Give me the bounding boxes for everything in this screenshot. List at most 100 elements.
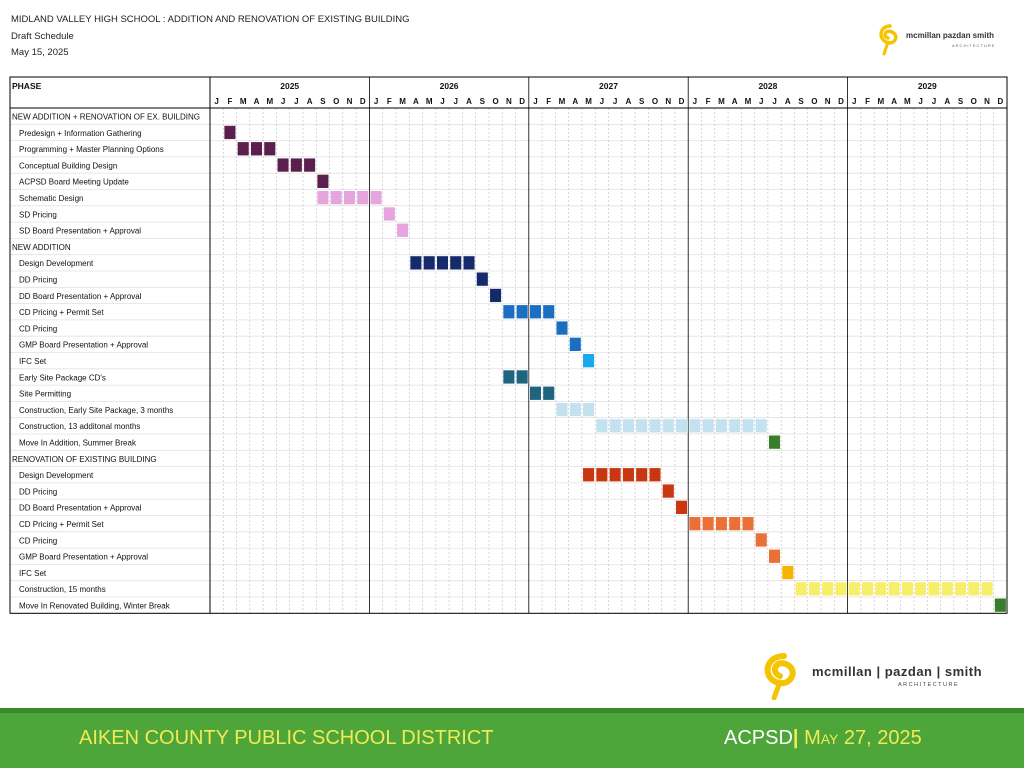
month-label: J [932, 97, 936, 106]
month-label: F [865, 97, 870, 106]
gantt-bar-cell [542, 304, 555, 319]
task-label: Move In Renovated Building, Winter Break [19, 602, 171, 611]
gantt-bar-cell [980, 581, 994, 597]
gantt-bar-cell [808, 581, 821, 597]
gantt-bar-cell [608, 418, 622, 434]
gantt-bar-cell [396, 223, 409, 238]
gantt-bar-cell [635, 467, 648, 482]
gantt-bar-cell [356, 190, 369, 205]
gantt-bar-cell [383, 206, 396, 222]
task-label: Design Development [19, 259, 94, 268]
task-label: Construction, Early Site Package, 3 mont… [19, 406, 173, 415]
task-label: DD Pricing [19, 276, 57, 285]
year-label: 2025 [280, 81, 299, 91]
gantt-bar-cell [276, 157, 290, 173]
month-label: S [639, 97, 645, 106]
month-label: M [718, 97, 725, 106]
gantt-bar-cell [755, 532, 768, 548]
section-label: NEW ADDITION + RENOVATION OF EX. BUILDIN… [12, 113, 200, 122]
phase-header: PHASE [12, 81, 42, 91]
gantt-bar-cell [848, 581, 861, 597]
footer-org: ACPSD [724, 727, 793, 749]
gantt-bar-cell [303, 157, 316, 173]
gantt-bar-cell [927, 581, 941, 597]
gantt-bar-cell [608, 467, 622, 482]
year-label: 2028 [758, 81, 777, 91]
task-label: IFC Set [19, 357, 47, 366]
task-label: IFC Set [19, 569, 47, 578]
month-label: M [399, 97, 406, 106]
task-label: Early Site Package CD's [19, 373, 106, 382]
gantt-bar-cell [502, 369, 516, 385]
task-label: SD Board Presentation + Approval [19, 227, 141, 236]
page-title: MIDLAND VALLEY HIGH SCHOOL : ADDITION AN… [11, 14, 410, 25]
gantt-bar-cell [914, 581, 927, 597]
gantt-bar-cell [675, 418, 688, 434]
task-label: Schematic Design [19, 194, 83, 203]
month-label: J [600, 97, 604, 106]
gantt-bar-cell [954, 581, 967, 597]
gantt-bar-cell [316, 174, 330, 189]
gantt-bar-cell [941, 581, 954, 597]
month-label: J [852, 97, 856, 106]
task-label: GMP Board Presentation + Approval [19, 553, 148, 562]
month-label: O [971, 97, 977, 106]
month-label: D [360, 97, 366, 106]
page-date: May 15, 2025 [11, 47, 69, 58]
month-label: J [918, 97, 922, 106]
month-label: S [798, 97, 804, 106]
month-label: N [506, 97, 512, 106]
month-label: J [281, 97, 285, 106]
gantt-bar-cell [701, 516, 715, 531]
gantt-bar-cell [768, 548, 781, 564]
gantt-bar-cell [887, 581, 901, 597]
month-label: D [519, 97, 525, 106]
logo-name: mcmillan pazdan smith [906, 31, 995, 40]
month-label: M [266, 97, 273, 106]
month-label: N [984, 97, 990, 106]
task-label: Construction, 15 months [19, 585, 106, 594]
task-label: Move In Addition, Summer Break [19, 439, 137, 448]
gantt-bar-cell [755, 418, 768, 434]
month-label: M [240, 97, 247, 106]
month-label: J [214, 97, 218, 106]
gantt-bar-cell [874, 581, 887, 597]
gantt-bar-cell [715, 418, 728, 434]
month-label: A [732, 97, 738, 106]
gantt-bar-cell [675, 500, 688, 515]
gantt-bar-cell [994, 597, 1007, 613]
month-label: M [904, 97, 911, 106]
gantt-bar-cell [595, 467, 608, 482]
gantt-bar-cell [369, 190, 383, 205]
gantt-bar-cell [741, 418, 755, 434]
gantt-bar-cell [502, 304, 516, 319]
gantt-bar-cell [648, 418, 662, 434]
gantt-bar-cell [449, 255, 462, 271]
month-label: J [440, 97, 444, 106]
month-label: F [706, 97, 711, 106]
gantt-bar-cell [901, 581, 914, 597]
month-label: S [480, 97, 486, 106]
gantt-bar-cell [582, 353, 595, 368]
task-label: Predesign + Information Gathering [19, 129, 142, 138]
month-label: M [877, 97, 884, 106]
month-label: F [546, 97, 551, 106]
gantt-bar-cell [821, 581, 834, 597]
month-label: D [679, 97, 685, 106]
gantt-bar-cell [263, 141, 276, 157]
gantt-bar-cell [662, 418, 675, 434]
task-label: DD Board Presentation + Approval [19, 504, 142, 513]
logo-sub: ARCHITECTURE [952, 43, 996, 48]
month-label: J [759, 97, 763, 106]
gantt-bar-cell [423, 255, 436, 271]
task-label: Site Permitting [19, 390, 71, 399]
task-label: CD Pricing + Permit Set [19, 520, 104, 529]
month-label: J [294, 97, 298, 106]
gantt-bar-cell [555, 402, 569, 417]
month-label: J [454, 97, 458, 106]
gantt-bar-cell [768, 434, 781, 450]
gantt-bar-cell [648, 467, 662, 482]
gantt-bar-cell [781, 565, 794, 580]
logo-sub-large: ARCHITECTURE [898, 682, 960, 688]
